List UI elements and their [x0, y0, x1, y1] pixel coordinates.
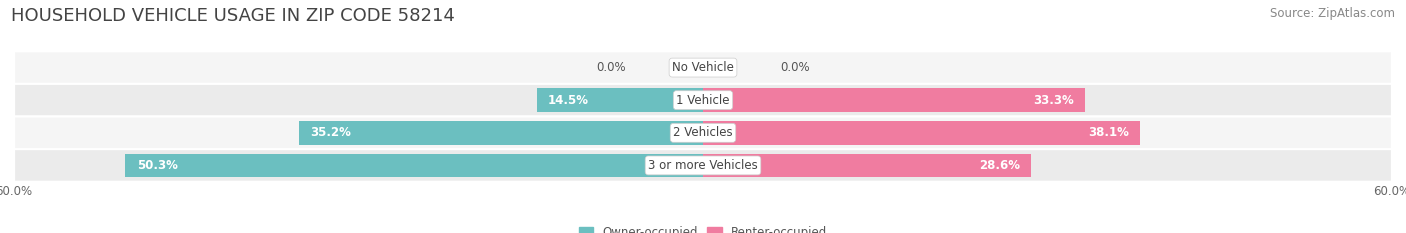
Text: No Vehicle: No Vehicle	[672, 61, 734, 74]
Legend: Owner-occupied, Renter-occupied: Owner-occupied, Renter-occupied	[574, 221, 832, 233]
Text: 14.5%: 14.5%	[548, 94, 589, 107]
Bar	[703, 89, 1085, 112]
Text: 38.1%: 38.1%	[1088, 126, 1129, 139]
Text: 3 or more Vehicles: 3 or more Vehicles	[648, 159, 758, 172]
FancyBboxPatch shape	[14, 149, 1392, 182]
Text: 35.2%: 35.2%	[311, 126, 352, 139]
Text: 28.6%: 28.6%	[979, 159, 1019, 172]
Text: 2 Vehicles: 2 Vehicles	[673, 126, 733, 139]
FancyBboxPatch shape	[14, 116, 1392, 149]
Text: 33.3%: 33.3%	[1033, 94, 1074, 107]
Bar	[125, 154, 703, 177]
Bar	[299, 121, 703, 144]
Text: 0.0%: 0.0%	[780, 61, 810, 74]
Text: 1 Vehicle: 1 Vehicle	[676, 94, 730, 107]
Text: HOUSEHOLD VEHICLE USAGE IN ZIP CODE 58214: HOUSEHOLD VEHICLE USAGE IN ZIP CODE 5821…	[11, 7, 456, 25]
Bar	[537, 89, 703, 112]
FancyBboxPatch shape	[14, 84, 1392, 116]
Bar	[703, 154, 1032, 177]
Text: 50.3%: 50.3%	[136, 159, 177, 172]
Text: Source: ZipAtlas.com: Source: ZipAtlas.com	[1270, 7, 1395, 20]
FancyBboxPatch shape	[14, 51, 1392, 84]
Bar	[703, 121, 1140, 144]
Text: 0.0%: 0.0%	[596, 61, 626, 74]
